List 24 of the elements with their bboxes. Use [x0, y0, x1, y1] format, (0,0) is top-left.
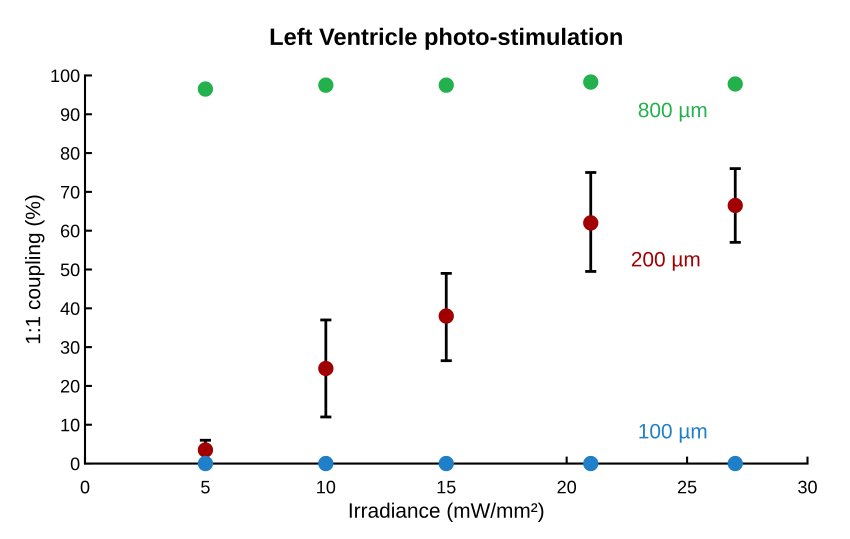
x-tick-label: 0 — [80, 480, 90, 494]
y-tick-label: 90 — [60, 108, 80, 121]
chart-title: Left Ventricle photo-stimulation — [270, 28, 622, 50]
y-tick-label: 30 — [60, 341, 80, 354]
y-tick-label: 0 — [70, 457, 80, 470]
y-tick-label: 70 — [60, 186, 80, 199]
y-tick-label: 50 — [60, 263, 80, 276]
y-tick-label: 100 — [51, 69, 80, 82]
x-tick-label: 20 — [558, 480, 576, 494]
y-axis-title: 1:1 coupling (%) — [25, 196, 44, 344]
x-tick-label: 5 — [201, 480, 210, 494]
series-label: 800 µm — [638, 102, 706, 122]
y-tick-label: 20 — [60, 380, 80, 393]
y-tick-label: 40 — [60, 302, 80, 316]
y-tick-label: 60 — [60, 224, 80, 238]
x-tick-label: 10 — [317, 480, 336, 494]
x-tick-label: 15 — [438, 480, 456, 494]
y-tick-label: 10 — [61, 418, 80, 432]
series-label: 100 µm — [639, 424, 706, 443]
x-axis-title: Irradiance (mW/mm²) — [350, 502, 544, 522]
x-tick-label: 25 — [678, 480, 696, 494]
x-tick-label: 30 — [798, 480, 817, 494]
text: 200 µm — [632, 252, 700, 271]
y-tick-label: 80 — [60, 147, 80, 160]
